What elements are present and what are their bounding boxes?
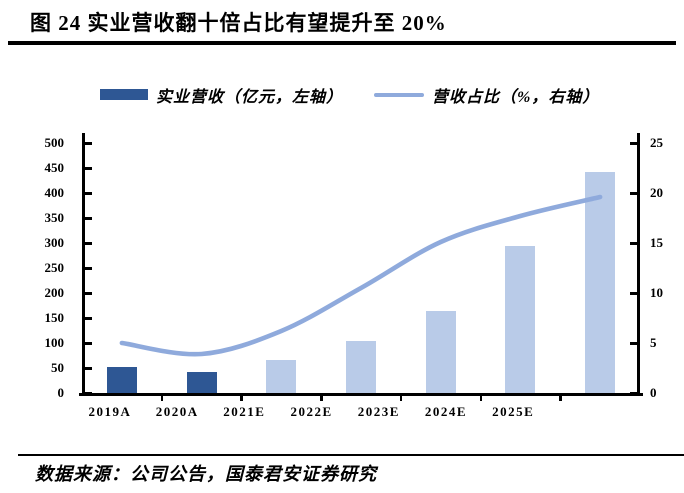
bar-2019A <box>106 366 137 393</box>
y-axis-left-tick <box>85 317 92 320</box>
x-axis-tick <box>160 396 164 401</box>
figure-title: 图 24 实业营收翻十倍占比有望提升至 20% <box>30 11 447 35</box>
legend-line-label: 营收占比（%，右轴） <box>432 89 600 106</box>
footer-divider <box>18 454 684 456</box>
x-axis-label-2024E: 2024E <box>424 404 468 419</box>
y-axis-left-tick <box>85 242 92 245</box>
y-axis-left-tick <box>85 292 92 295</box>
y-axis-right-label: 15 <box>650 235 663 250</box>
x-axis-tick <box>559 396 562 401</box>
y-axis-left-tick <box>85 217 92 220</box>
y-axis-left-label: 150 <box>44 310 65 325</box>
bar-2024E <box>505 245 536 393</box>
x-axis-label-2025E: 2025E <box>492 404 535 419</box>
x-axis-label-2022E: 2022E <box>290 404 333 419</box>
y-axis-left-label: 300 <box>44 235 65 250</box>
y-axis-left-label: 250 <box>44 260 65 275</box>
x-axis-tick <box>399 396 403 401</box>
y-axis-right-label: 25 <box>650 135 663 150</box>
bar-2025E <box>585 171 616 393</box>
y-axis-right-label: 10 <box>650 285 663 300</box>
x-axis-label-2023E: 2023E <box>357 404 400 419</box>
chart-legend: 实业营收（亿元，左轴） 营收占比（%，右轴） <box>0 80 684 106</box>
y-axis-left-tick <box>85 342 92 345</box>
y-axis-left-tick <box>85 267 92 270</box>
legend-line-swatch-icon <box>374 93 424 97</box>
title-divider <box>8 41 676 45</box>
x-axis <box>79 393 643 396</box>
x-axis-label-2020A: 2020A <box>155 404 199 419</box>
x-axis-tick <box>320 396 323 401</box>
bar-2020A <box>186 371 217 393</box>
y-axis-left-label: 0 <box>57 385 65 400</box>
y-axis-left-tick <box>85 367 92 370</box>
y-axis-right-tick <box>630 292 637 295</box>
y-axis-right-tick <box>630 242 637 245</box>
y-axis-right-tick <box>630 342 637 345</box>
y-axis-left-label: 500 <box>44 135 65 150</box>
y-axis-right-label: 0 <box>650 385 657 400</box>
y-axis-right-tick <box>630 392 637 395</box>
y-axis-left-tick <box>85 392 92 395</box>
x-axis-label-2019A: 2019A <box>88 404 132 419</box>
x-axis-label-2021E: 2021E <box>223 404 266 419</box>
data-source: 数据来源：公司公告，国泰君安证券研究 <box>35 464 377 484</box>
bar-2023E <box>425 311 456 393</box>
bar-2022E <box>346 341 376 393</box>
y-axis-left-label: 100 <box>44 335 65 350</box>
y-axis-right-label: 20 <box>650 185 663 200</box>
y-axis-left <box>82 133 85 396</box>
legend-bar-swatch-icon <box>100 89 148 100</box>
bar-2021E <box>266 360 297 393</box>
x-axis-tick <box>479 396 483 401</box>
y-axis-left-tick <box>85 192 92 195</box>
revenue-share-line <box>119 194 603 357</box>
y-axis-left-label: 200 <box>44 285 65 300</box>
y-axis-right-tick <box>630 192 637 195</box>
y-axis-left-label: 350 <box>44 210 65 225</box>
y-axis-right-tick <box>630 142 637 145</box>
y-axis-left-label: 400 <box>44 185 65 200</box>
y-axis-left-label: 450 <box>44 160 65 175</box>
legend-bar-label: 实业营收（亿元，左轴） <box>156 89 344 106</box>
y-axis-left-tick <box>85 142 92 145</box>
y-axis-left-tick <box>85 167 92 170</box>
y-axis-right <box>637 133 640 396</box>
y-axis-left-label: 50 <box>51 360 64 375</box>
y-axis-right-label: 5 <box>650 335 657 350</box>
x-axis-tick <box>240 396 243 401</box>
